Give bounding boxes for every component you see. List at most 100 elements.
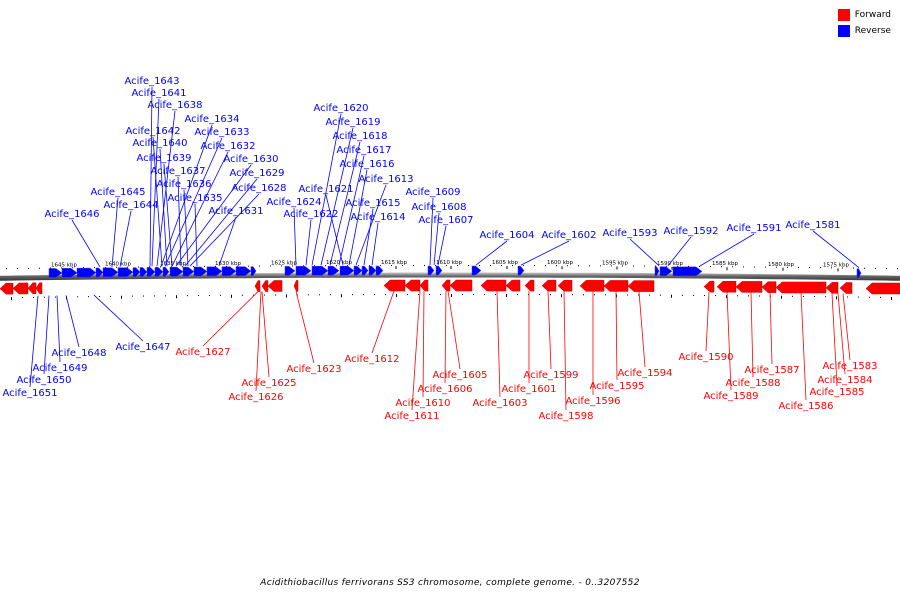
reverse-gene-pointer xyxy=(667,236,692,267)
minor-tick xyxy=(842,267,843,269)
reverse-gene-pointer xyxy=(338,155,365,266)
reverse-gene-label: Acife_1613 xyxy=(358,174,413,185)
reverse-gene-label: Acife_1647 xyxy=(115,342,170,353)
minor-tick xyxy=(765,266,766,268)
reverse-gene-label: Acife_1631 xyxy=(208,206,263,217)
forward-gene-pointer xyxy=(615,291,618,381)
reverse-gene-label: Acife_1608 xyxy=(411,202,466,213)
reverse-gene-pointer xyxy=(159,148,168,267)
forward-gene-pointer xyxy=(638,291,646,368)
reverse-gene xyxy=(154,267,164,277)
forward-gene-pointer xyxy=(726,292,732,391)
minor-tick xyxy=(17,267,18,269)
forward-gene-label: Acife_1589 xyxy=(703,391,758,402)
minor-tick xyxy=(803,295,804,297)
minor-tick xyxy=(726,295,727,299)
minor-tick xyxy=(314,265,315,267)
tick-label: 1610 kbp xyxy=(436,260,462,266)
reverse-gene-pointer xyxy=(433,212,440,266)
reverse-gene-pointer xyxy=(151,98,160,267)
minor-tick xyxy=(171,266,172,268)
tick-label: 1630 kbp xyxy=(215,261,241,267)
forward-gene xyxy=(267,280,283,292)
minor-tick xyxy=(897,268,898,270)
reverse-gene xyxy=(102,267,119,278)
reverse-gene-label: Acife_1591 xyxy=(726,223,781,234)
reverse-gene-pointer xyxy=(183,189,189,267)
reverse-gene xyxy=(117,267,134,277)
forward-gene-label: Acife_1605 xyxy=(432,370,487,381)
minor-tick xyxy=(418,294,419,296)
tick-label: 1585 kbp xyxy=(712,261,738,267)
reverse-gene-label: Acife_1581 xyxy=(785,220,840,231)
minor-tick xyxy=(671,294,672,298)
minor-tick xyxy=(308,294,309,296)
minor-tick xyxy=(473,294,474,296)
reverse-gene-pointer xyxy=(71,219,101,268)
forward-gene-pointer xyxy=(837,293,846,375)
minor-tick xyxy=(363,294,364,296)
forward-gene xyxy=(383,279,406,292)
minor-tick xyxy=(682,294,683,296)
forward-gene xyxy=(293,280,299,292)
reverse-gene-pointer xyxy=(699,233,755,267)
forward-gene xyxy=(603,280,629,292)
reverse-gene-label: Acife_1638 xyxy=(147,100,202,111)
minor-tick xyxy=(858,296,859,298)
reverse-gene xyxy=(193,266,208,277)
forward-gene-label: Acife_1603 xyxy=(472,398,527,409)
reverse-gene xyxy=(311,266,329,276)
minor-tick xyxy=(550,294,551,296)
reverse-gene-pointer xyxy=(184,178,258,267)
reverse-gene xyxy=(375,265,384,276)
minor-tick xyxy=(853,267,854,269)
forward-swatch xyxy=(837,9,850,21)
minor-tick xyxy=(644,265,645,267)
minor-tick xyxy=(270,265,271,267)
reverse-gene-pointer xyxy=(163,163,173,267)
forward-gene xyxy=(441,279,451,292)
minor-tick xyxy=(264,294,265,296)
minor-tick xyxy=(28,267,29,269)
minor-tick xyxy=(248,265,249,267)
minor-tick xyxy=(611,265,612,267)
minor-tick xyxy=(715,295,716,297)
reverse-gene-label: Acife_1645 xyxy=(90,187,145,198)
minor-tick xyxy=(116,266,117,268)
minor-tick xyxy=(891,297,892,301)
reverse-gene-pointer xyxy=(355,184,387,266)
minor-tick xyxy=(776,266,777,268)
forward-gene-pointer xyxy=(295,291,315,364)
minor-tick xyxy=(88,296,89,298)
minor-tick xyxy=(655,265,656,267)
reverse-gene-label: Acife_1635 xyxy=(167,193,222,204)
reverse-gene-pointer xyxy=(325,194,344,266)
forward-gene-pointer xyxy=(831,293,838,387)
reverse-gene-pointer xyxy=(437,225,447,266)
minor-tick xyxy=(457,265,458,267)
reverse-gene xyxy=(95,267,104,278)
reverse-gene xyxy=(471,265,482,276)
forward-gene-label: Acife_1626 xyxy=(228,392,283,403)
reverse-gene-pointer xyxy=(56,295,61,363)
forward-gene-label: Acife_1586 xyxy=(778,401,833,412)
tick-label: 1625 kbp xyxy=(271,260,297,266)
reverse-gene xyxy=(76,267,97,278)
minor-tick xyxy=(600,265,601,267)
minor-tick xyxy=(94,267,95,269)
reverse-gene xyxy=(235,266,252,276)
reverse-gene-label: Acife_1636 xyxy=(156,179,211,190)
minor-tick xyxy=(770,295,771,297)
reverse-gene-pointer xyxy=(175,164,252,267)
minor-tick xyxy=(649,294,650,296)
reverse-swatch xyxy=(837,25,850,37)
minor-tick xyxy=(666,265,667,267)
forward-gene-pointer xyxy=(705,292,710,352)
reverse-gene xyxy=(856,268,862,278)
reverse-gene-label: Acife_1607 xyxy=(418,215,473,226)
reverse-gene-pointer xyxy=(149,86,153,267)
reverse-gene xyxy=(221,266,237,277)
legend: Forward Reverse xyxy=(837,9,891,41)
reverse-gene-label: Acife_1593 xyxy=(602,228,657,239)
reverse-gene-label: Acife_1630 xyxy=(223,154,278,165)
